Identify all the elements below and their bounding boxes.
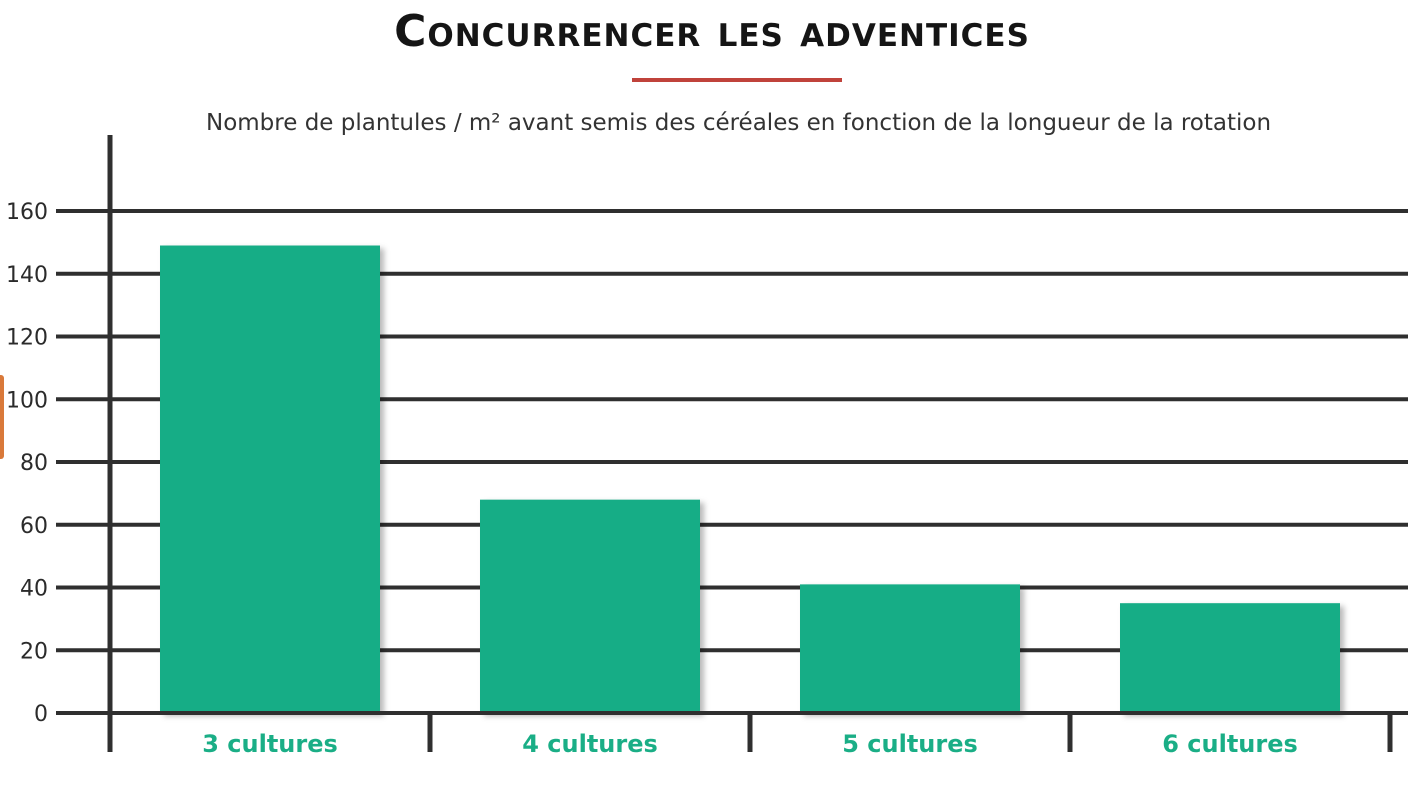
chart-title: Concurrencer les adventices xyxy=(394,6,1030,57)
x-category-label: 3 cultures xyxy=(202,730,338,758)
left-edge-accent xyxy=(0,375,4,459)
bar xyxy=(800,584,1020,713)
x-category-label: 4 cultures xyxy=(522,730,658,758)
x-category-label: 6 cultures xyxy=(1162,730,1298,758)
y-tick-label: 140 xyxy=(6,263,48,288)
bar xyxy=(160,245,380,713)
y-tick-label: 40 xyxy=(20,577,48,602)
x-category-label: 5 cultures xyxy=(842,730,978,758)
y-tick-label: 0 xyxy=(34,702,48,727)
y-tick-label: 80 xyxy=(20,451,48,476)
y-tick-label: 120 xyxy=(6,326,48,351)
chart-subtitle: Nombre de plantules / m² avant semis des… xyxy=(206,110,1272,136)
y-tick-label: 20 xyxy=(20,639,48,664)
y-tick-label: 100 xyxy=(6,388,48,413)
bar xyxy=(1120,603,1340,713)
bar xyxy=(480,499,700,713)
title-underline xyxy=(632,78,842,82)
y-tick-label: 160 xyxy=(6,200,48,225)
y-tick-label: 60 xyxy=(20,514,48,539)
